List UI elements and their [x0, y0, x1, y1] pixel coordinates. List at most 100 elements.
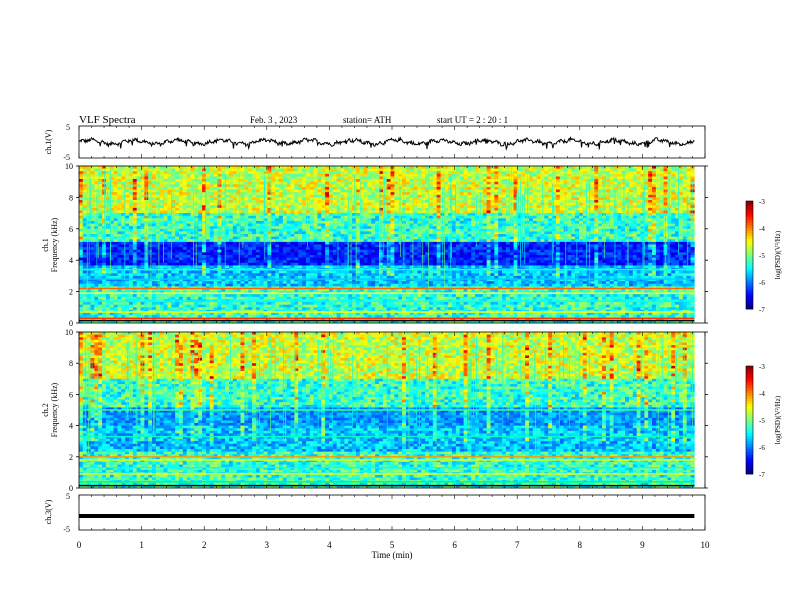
spec-cell	[213, 320, 218, 324]
spec-cell	[82, 317, 87, 321]
spec-cell	[132, 252, 137, 256]
spec-cell	[167, 202, 172, 206]
spec-cell	[275, 262, 280, 266]
spec-cell	[355, 252, 361, 256]
spec-cell	[317, 312, 322, 316]
spec-cell	[252, 312, 257, 316]
spec-cell	[155, 192, 161, 196]
spec-cell	[282, 210, 287, 214]
spec-cell	[328, 213, 334, 217]
spec-cell	[98, 254, 103, 258]
spec-cell	[125, 241, 130, 245]
spec-cell	[328, 205, 334, 209]
spec-cell	[275, 270, 280, 274]
spec-cell	[232, 275, 237, 279]
spec-cell	[125, 307, 130, 311]
spec-cell	[82, 288, 87, 292]
spec-cell	[221, 181, 226, 185]
spec-cell	[282, 270, 287, 274]
spec-cell	[171, 294, 176, 298]
spec-cell	[240, 278, 245, 282]
spec-cell	[394, 281, 399, 285]
spec-cell	[317, 168, 322, 172]
spec-cell	[317, 307, 322, 311]
spec-cell	[186, 234, 191, 237]
spec-cell	[352, 173, 357, 177]
spec-cell	[179, 296, 184, 300]
spec-cell	[263, 197, 268, 201]
spec-cell	[129, 241, 134, 245]
spec-cell	[290, 283, 295, 287]
spec-cell	[340, 192, 345, 196]
spec-cell	[248, 239, 253, 243]
spec-cell	[90, 260, 95, 264]
spec-cell	[152, 288, 157, 292]
spec-cell	[179, 223, 184, 227]
spec-cell	[171, 257, 176, 261]
spec-cell	[340, 226, 345, 230]
spec-cell	[275, 200, 280, 203]
spec-cell	[309, 288, 314, 292]
spec-cell	[302, 283, 307, 287]
spec-cell	[167, 254, 172, 258]
spec-cell	[382, 315, 387, 319]
spec-cell	[359, 307, 364, 311]
spec-cell	[309, 176, 314, 180]
spec-cell	[375, 265, 380, 269]
ch1-waveform-line	[78, 135, 695, 151]
spec-cell	[390, 254, 395, 258]
spec-cell	[390, 168, 395, 172]
spec-cell	[125, 288, 130, 292]
spec-cell	[298, 236, 303, 240]
spec-cell	[79, 228, 84, 232]
spec-cell	[355, 296, 361, 300]
spec-cell	[294, 252, 299, 256]
spec-cell	[363, 202, 368, 206]
spec-cell	[244, 244, 249, 248]
spec-cell	[225, 173, 230, 177]
spec-cell	[344, 283, 349, 287]
spec-cell	[363, 278, 368, 282]
spec-cell	[290, 270, 295, 274]
spec-cell	[217, 315, 222, 319]
spec-cell	[236, 315, 241, 319]
spec-cell	[159, 273, 164, 277]
spec-cell	[378, 173, 384, 177]
spec-cell	[298, 296, 303, 300]
spec-cell	[105, 312, 111, 316]
spec-cell	[367, 210, 372, 214]
spec-cell	[390, 189, 395, 193]
spec-cell	[194, 296, 199, 300]
spec-cell	[186, 202, 191, 206]
spec-cell	[109, 254, 114, 258]
spec-cell	[313, 294, 318, 298]
spec-cell	[382, 281, 387, 285]
spec-cell	[244, 220, 249, 224]
spec-cell	[382, 302, 387, 305]
spec-cell	[382, 200, 387, 203]
spec-cell	[236, 226, 241, 230]
spec-cell	[371, 252, 376, 256]
spec-cell	[198, 241, 203, 245]
spec-cell	[90, 200, 95, 203]
spec-cell	[82, 249, 87, 253]
spec-cell	[152, 283, 157, 287]
spec-cell	[132, 260, 137, 264]
spec-cell	[136, 239, 141, 243]
spec-cell	[125, 207, 130, 211]
spec-cell	[144, 312, 149, 316]
spec-cell	[348, 228, 353, 232]
spec-cell	[382, 205, 387, 209]
spec-cell	[167, 207, 172, 211]
spec-cell	[236, 262, 241, 266]
spec-cell	[332, 176, 337, 180]
spec-cell	[267, 281, 272, 285]
spec-cell	[86, 234, 91, 237]
spec-cell	[317, 234, 322, 237]
spec-cell	[182, 176, 187, 180]
spec-cell	[367, 202, 372, 206]
spec-cell	[148, 202, 153, 206]
spec-cell	[213, 304, 218, 308]
spec-cell	[209, 239, 214, 243]
spec-cell	[309, 294, 314, 298]
